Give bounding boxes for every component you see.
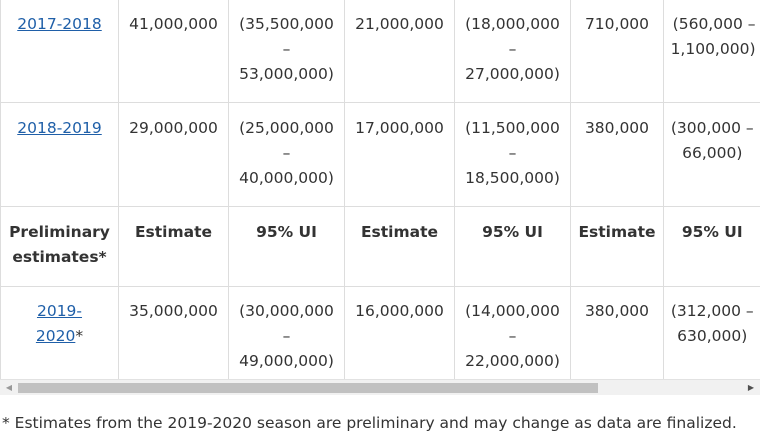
season-cell: 2019- 2020* [0,286,119,389]
illness-ui-cell: (30,000,000 – 49,000,000) [228,286,345,389]
death-ui-cell: (312,000 – 630,000) [663,286,760,389]
ui-dash: – [508,327,517,345]
season-cell: 2017-2018 [0,0,119,103]
table-row: 2019- 2020* 35,000,000 (30,000,000 – 49,… [0,286,760,389]
death-ui-cell: (300,000 – 66,000) [663,102,760,207]
preliminary-label-line2: estimates* [12,248,107,266]
illness-estimate-cell: 41,000,000 [118,0,229,103]
ui-lower: (14,000,000 [465,302,560,320]
ui-dash: – [282,144,291,162]
season-link[interactable]: 2018-2019 [17,119,102,137]
ui-lower: (560,000 – [672,15,756,33]
season-link[interactable]: 2017-2018 [17,15,102,33]
hosp-ui-cell: (14,000,000 – 22,000,000) [454,286,571,389]
death-estimate-cell: 710,000 [570,0,664,103]
ui-upper: 53,000,000) [239,65,334,83]
death-estimate-cell: 380,000 [570,286,664,389]
subheader-ui: 95% UI [454,206,571,287]
scrollbar-thumb[interactable] [18,383,598,393]
ui-upper: 18,500,000) [465,169,560,187]
preliminary-label-line1: Preliminary [9,223,110,241]
illness-ui-cell: (35,500,000 – 53,000,000) [228,0,345,103]
ui-dash: – [508,144,517,162]
table-row: 2018-2019 29,000,000 (25,000,000 – 40,00… [0,102,760,207]
ui-upper: 49,000,000) [239,352,334,370]
ui-dash: – [508,40,517,58]
ui-lower: (300,000 – [670,119,754,137]
season-link[interactable]: 2020 [35,327,76,345]
footnote: * Estimates from the 2019-2020 season ar… [2,414,737,432]
table-scroll-container[interactable]: 2017-2018 41,000,000 (35,500,000 – 53,00… [0,0,760,395]
season-cell: 2018-2019 [0,102,119,207]
hosp-ui-cell: (11,500,000 – 18,500,000) [454,102,571,207]
ui-upper: 27,000,000) [465,65,560,83]
hosp-estimate-cell: 21,000,000 [344,0,455,103]
ui-lower: (11,500,000 [465,119,560,137]
subheader-ui: 95% UI [663,206,760,287]
illness-estimate-cell: 35,000,000 [118,286,229,389]
ui-dash: – [282,40,291,58]
death-ui-cell: (560,000 – 1,100,000) [663,0,760,103]
subheader-estimate: Estimate [118,206,229,287]
ui-lower: (25,000,000 [239,119,334,137]
ui-upper: 66,000) [682,144,743,162]
hosp-estimate-cell: 16,000,000 [344,286,455,389]
ui-lower: (30,000,000 [239,302,334,320]
ui-upper: 1,100,000) [670,40,756,58]
hosp-ui-cell: (18,000,000 – 27,000,000) [454,0,571,103]
arrow-right-icon[interactable]: ▶ [747,383,755,392]
horizontal-scrollbar[interactable]: ◀ ▶ [0,379,760,395]
ui-upper: 22,000,000) [465,352,560,370]
arrow-left-icon[interactable]: ◀ [5,383,13,392]
preliminary-asterisk: * [75,327,84,345]
season-link[interactable]: 2019- [36,302,83,320]
hosp-estimate-cell: 17,000,000 [344,102,455,207]
ui-lower: (312,000 – [670,302,754,320]
flu-burden-table: 2017-2018 41,000,000 (35,500,000 – 53,00… [0,0,760,389]
ui-dash: – [282,327,291,345]
subheader-estimate: Estimate [344,206,455,287]
table-row: 2017-2018 41,000,000 (35,500,000 – 53,00… [0,0,760,103]
death-estimate-cell: 380,000 [570,102,664,207]
subheader-ui: 95% UI [228,206,345,287]
ui-lower: (18,000,000 [465,15,560,33]
ui-lower: (35,500,000 [239,15,334,33]
subheader-row: Preliminary estimates* Estimate 95% UI E… [0,206,760,287]
preliminary-label-cell: Preliminary estimates* [0,206,119,287]
ui-upper: 40,000,000) [239,169,334,187]
illness-estimate-cell: 29,000,000 [118,102,229,207]
subheader-estimate: Estimate [570,206,664,287]
ui-upper: 630,000) [677,327,748,345]
illness-ui-cell: (25,000,000 – 40,000,000) [228,102,345,207]
